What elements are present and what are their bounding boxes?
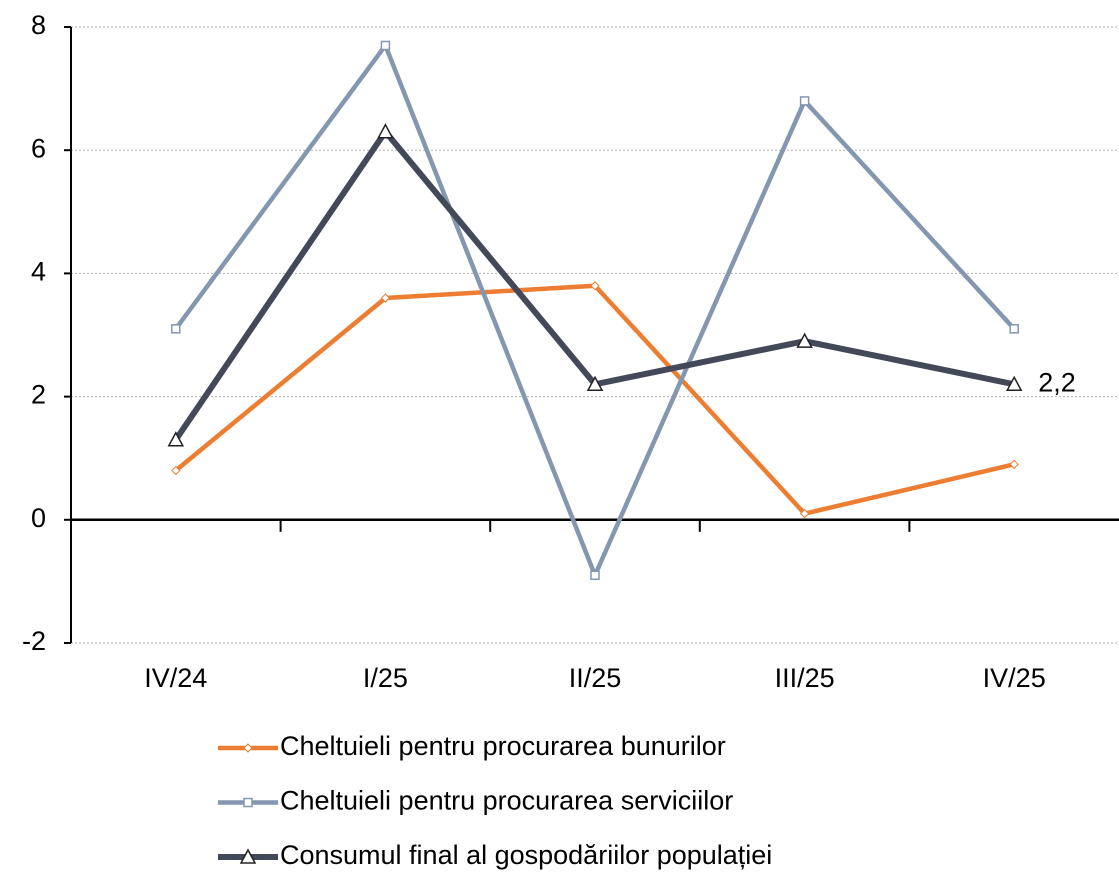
x-tick-label: IV/24 [144,663,207,693]
y-tick-label: -2 [22,626,46,656]
x-tick-label: I/25 [363,663,408,693]
marker [377,123,394,139]
marker [167,431,185,447]
marker [1005,375,1023,392]
marker [243,797,253,808]
marker [171,324,181,334]
y-tick-label: 8 [31,10,46,40]
marker [239,848,257,864]
legend-label: Cheltuieli pentru procurarea bunurilor [280,731,726,761]
x-tick-label: III/25 [775,663,835,693]
legend-label: Consumul final al gospodăriilor populați… [280,840,772,870]
marker [243,743,253,753]
y-tick-label: 4 [31,257,46,287]
marker [590,281,600,291]
marker [586,375,604,392]
marker [1009,324,1019,334]
data-label: 2,2 [1038,367,1076,397]
x-tick-label: II/25 [569,663,622,693]
legend-label: Cheltuieli pentru procurarea serviciilor [280,786,733,816]
marker [171,465,181,476]
marker [590,570,600,580]
marker [380,40,391,51]
y-tick-label: 2 [31,380,46,410]
marker [799,96,810,106]
y-tick-label: 0 [31,503,46,533]
marker [1009,459,1019,470]
series-line [174,283,1015,516]
marker [799,508,810,519]
y-tick-label: 6 [31,133,46,163]
marker [380,293,391,303]
x-tick-label: IV/25 [983,663,1046,693]
marker [796,332,813,348]
